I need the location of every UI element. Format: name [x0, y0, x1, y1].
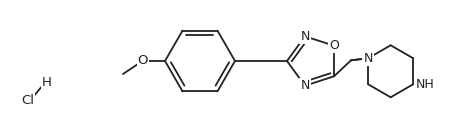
- Text: H: H: [42, 75, 52, 89]
- Text: N: N: [300, 30, 310, 43]
- Text: NH: NH: [416, 78, 435, 91]
- Text: N: N: [300, 79, 310, 92]
- Text: O: O: [329, 39, 339, 52]
- Text: Cl: Cl: [21, 94, 35, 107]
- Text: N: N: [364, 52, 373, 65]
- Text: O: O: [138, 54, 148, 67]
